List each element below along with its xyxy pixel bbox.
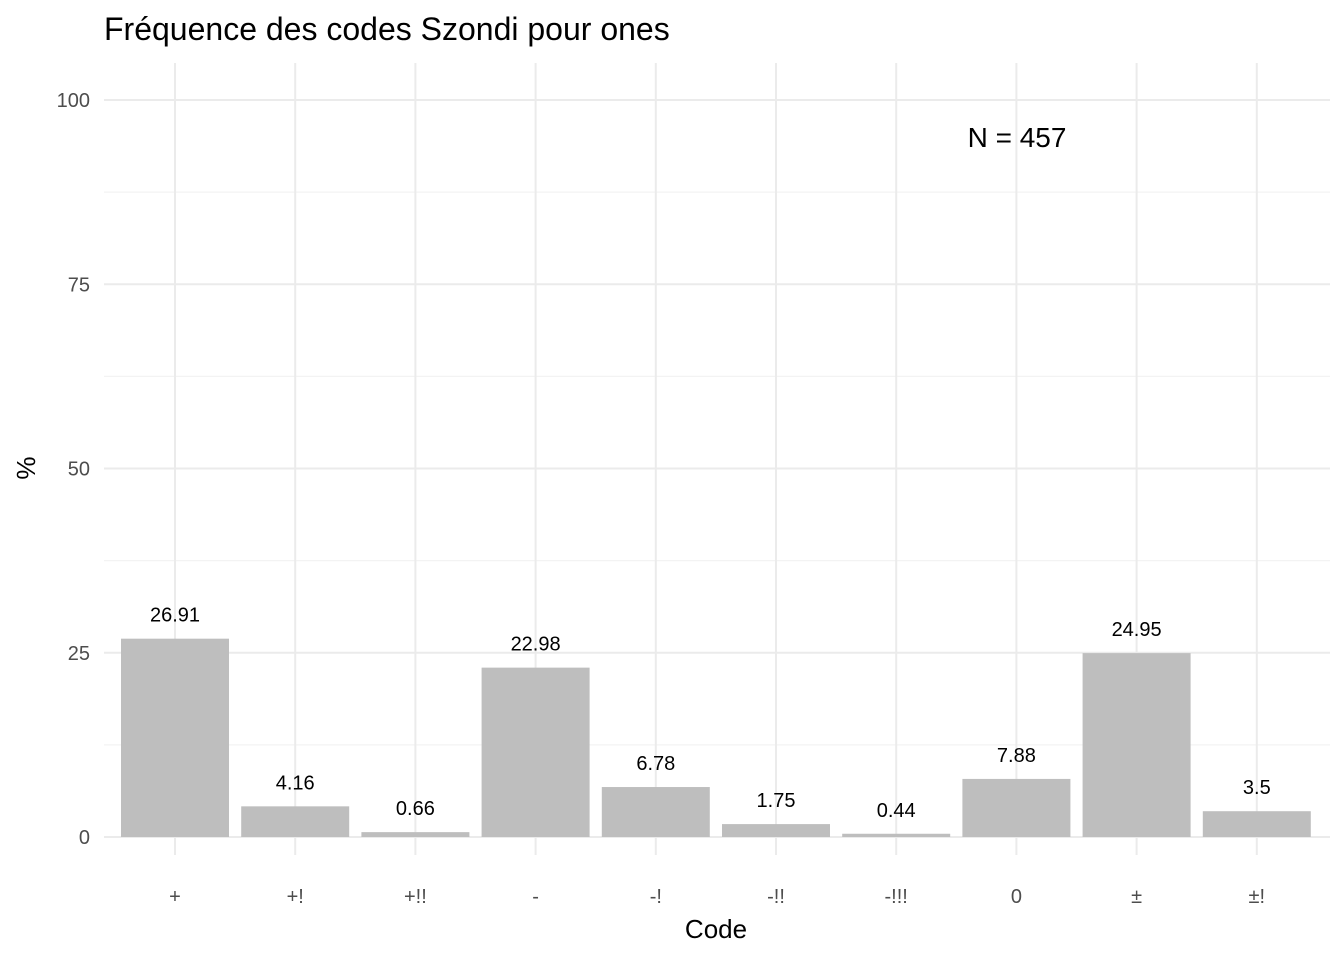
x-tick-label: +! — [287, 886, 304, 908]
y-tick-label: 50 — [68, 459, 90, 481]
x-tick-label: ± — [1131, 886, 1142, 908]
data-label: 3.5 — [1243, 777, 1271, 799]
bar — [1082, 653, 1191, 837]
bar — [842, 833, 951, 837]
y-tick-label: 75 — [68, 274, 90, 296]
y-axis-ticks: 0 25 50 75 100 — [57, 90, 90, 849]
y-tick-label: 100 — [57, 90, 90, 112]
bar — [962, 778, 1071, 837]
x-tick-label: + — [169, 886, 181, 908]
x-tick-label: - — [532, 886, 539, 908]
x-tick-label: 0 — [1011, 886, 1022, 908]
data-labels: 26.91 4.16 0.66 22.98 6.78 1.75 0.44 7.88 24.95 3… — [150, 605, 1271, 822]
data-label: 0.66 — [396, 798, 435, 820]
bar — [361, 832, 470, 837]
x-tick-label: ±! — [1249, 886, 1266, 908]
bar — [722, 824, 830, 837]
y-tick-label: 25 — [68, 643, 90, 665]
data-label: 0.44 — [877, 800, 916, 822]
x-tick-label: +!! — [404, 886, 427, 908]
bar — [241, 806, 350, 837]
bar — [121, 638, 229, 837]
data-label: 4.16 — [276, 772, 315, 794]
sample-size-annotation: N = 457 — [968, 122, 1067, 153]
x-tick-label: -! — [650, 886, 662, 908]
data-label: 6.78 — [636, 753, 675, 775]
data-label: 1.75 — [757, 790, 796, 812]
data-label: 7.88 — [997, 745, 1036, 767]
data-label: 22.98 — [511, 634, 561, 656]
x-tick-label: -!!! — [885, 886, 908, 908]
bar — [1202, 811, 1311, 837]
chart-title: Fréquence des codes Szondi pour ones — [104, 11, 670, 47]
data-label: 26.91 — [150, 605, 200, 627]
bar — [601, 787, 710, 837]
y-axis-title: % — [11, 456, 41, 479]
x-axis-title: Code — [685, 914, 747, 944]
grid-lines — [104, 63, 1330, 855]
y-tick-label: 0 — [79, 827, 90, 849]
x-tick-label: -!! — [767, 886, 785, 908]
bars — [121, 638, 1311, 837]
bar — [481, 667, 590, 837]
data-label: 24.95 — [1112, 619, 1162, 641]
x-axis-ticks: + +! +!! - -! -!! -!!! 0 ± ±! — [169, 886, 1265, 908]
